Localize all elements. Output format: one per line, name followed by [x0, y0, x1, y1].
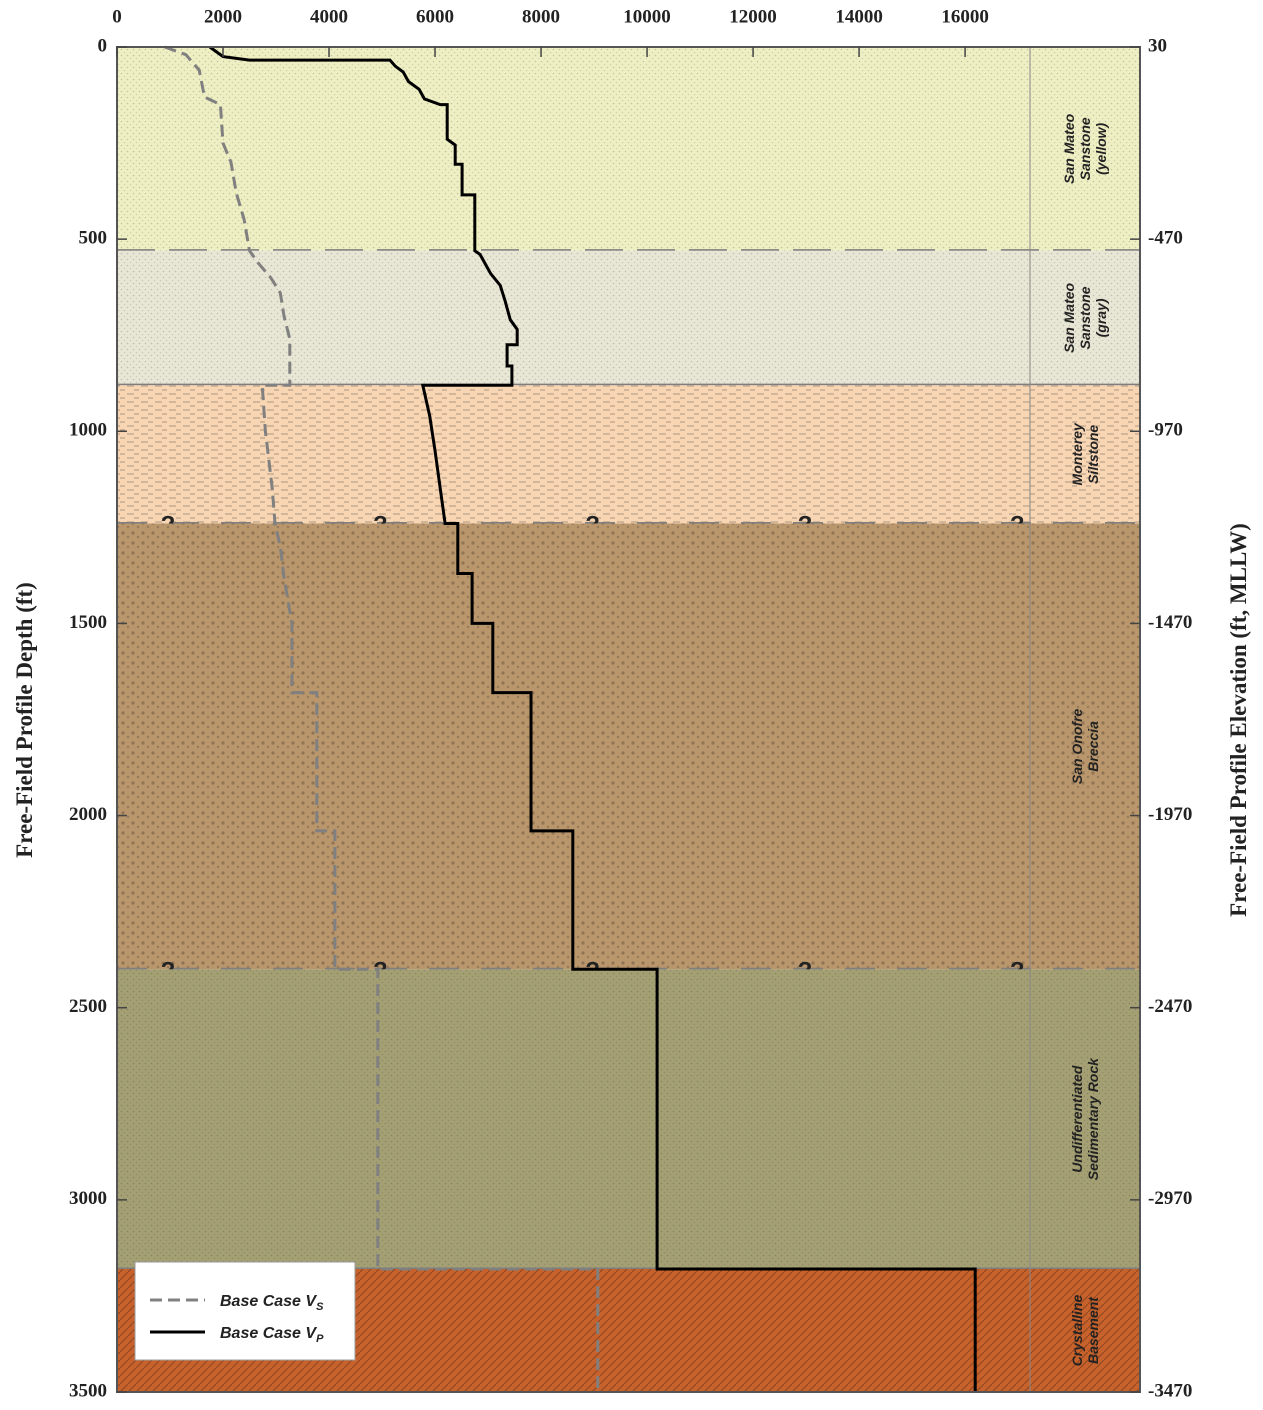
y2-tick-label: -1970	[1148, 804, 1192, 825]
layer-label: San Onofre	[1069, 708, 1085, 784]
layer-label: Basement	[1085, 1296, 1101, 1364]
curves	[164, 45, 977, 1392]
y2-tick-label: -470	[1148, 228, 1183, 249]
layer-texture	[117, 385, 1140, 524]
legend-subscript: S	[316, 1301, 324, 1313]
y-tick-label: 3000	[69, 1188, 107, 1209]
velocity-profile	[164, 45, 600, 1392]
x-tick-label: 0	[112, 6, 122, 27]
x-tick-label: 16000	[941, 6, 989, 27]
layer-texture	[117, 250, 1140, 386]
y2-axis-title: Free-Field Profile Elevation (ft, MLLW)	[1226, 523, 1251, 917]
layer-texture	[117, 523, 1140, 970]
x-tick-label: 14000	[835, 6, 883, 27]
legend-label: Base Case VP	[220, 1325, 324, 1345]
y2-tick-label: -1470	[1148, 612, 1192, 633]
velocity-profile	[208, 45, 977, 1392]
y-tick-label: 500	[79, 228, 108, 249]
y2-tick-label: -2970	[1148, 1188, 1192, 1209]
axes: 0 2000 4000 6000 8000 10000 12000 14000 16000 0 50…	[69, 6, 1192, 1401]
layer-label: Sanstone	[1077, 286, 1093, 349]
y-tick-label: 1500	[69, 612, 107, 633]
layers: San Mateo Sanstone (yellow)San Mateo Sansto…	[117, 47, 1140, 1392]
layer-label: (yellow)	[1093, 122, 1109, 174]
legend-subscript: P	[316, 1333, 324, 1345]
layer-label: Sedimentary Rock	[1085, 1057, 1101, 1180]
x-tick-label: 10000	[623, 6, 671, 27]
layer-label: Breccia	[1085, 721, 1101, 772]
y-tick-label: 1000	[69, 420, 107, 441]
legend-box	[134, 1261, 356, 1361]
layer-label: San Mateo	[1061, 113, 1077, 183]
layer-texture	[117, 47, 1140, 251]
legend-name: Base Case V	[220, 1325, 317, 1342]
x-tick-label: 4000	[310, 6, 348, 27]
y2-tick-label: -2470	[1148, 996, 1192, 1017]
y-tick-label: 2500	[69, 996, 107, 1017]
y2-tick-label: -970	[1148, 420, 1183, 441]
layer-label: (gray)	[1093, 298, 1109, 337]
layer-label: San Mateo	[1061, 282, 1077, 352]
y2-tick-label: 30	[1148, 35, 1167, 56]
layer-label: Crystalline	[1069, 1295, 1085, 1367]
plot-frame	[116, 46, 1141, 1393]
x-tick-label: 2000	[204, 6, 242, 27]
layer-label: Siltstone	[1085, 425, 1101, 484]
layer-label: Sanstone	[1077, 117, 1093, 180]
layer-label: Undifferentiated	[1069, 1065, 1085, 1173]
x-tick-label: 6000	[416, 6, 454, 27]
y-tick-label: 0	[98, 35, 108, 56]
x-tick-label: 8000	[522, 6, 560, 27]
y-tick-label: 3500	[69, 1380, 107, 1401]
legend-label: Base Case VS	[220, 1293, 324, 1313]
y2-tick-label: -3470	[1148, 1380, 1192, 1401]
y-axis-title: Free-Field Profile Depth (ft)	[12, 582, 37, 858]
layer-texture	[117, 969, 1140, 1270]
y-tick-label: 2000	[69, 804, 107, 825]
legend-name: Base Case V	[220, 1293, 317, 1310]
x-tick-label: 12000	[729, 6, 777, 27]
layer-label: Monterey	[1069, 422, 1085, 485]
